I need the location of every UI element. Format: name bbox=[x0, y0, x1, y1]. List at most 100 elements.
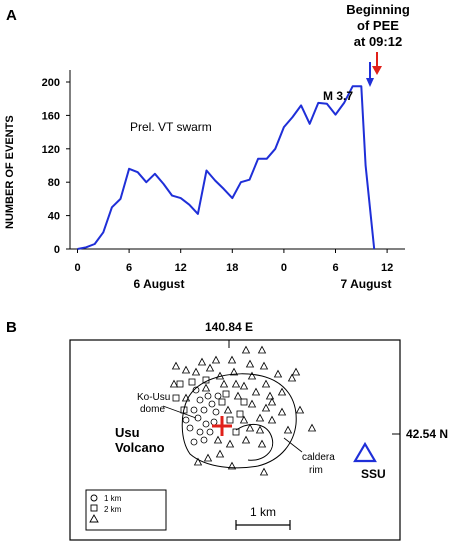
event-triangle-marker bbox=[171, 361, 181, 370]
event-triangle-marker bbox=[215, 371, 225, 380]
pee-label-line-1: Beginning bbox=[346, 2, 410, 17]
event-square-marker bbox=[236, 410, 244, 418]
event-triangle-marker bbox=[227, 355, 237, 364]
event-triangle-marker bbox=[241, 435, 251, 444]
pee-label-line-3: at 09:12 bbox=[354, 34, 402, 49]
event-circle-marker bbox=[208, 400, 216, 408]
event-triangle-marker bbox=[295, 405, 305, 414]
event-circle-marker bbox=[204, 392, 212, 400]
y-tick-label: 80 bbox=[48, 177, 60, 189]
event-triangle-marker bbox=[241, 345, 251, 354]
x-tick-label: 6 bbox=[126, 262, 132, 274]
event-triangle-marker bbox=[259, 361, 269, 370]
event-circle-marker bbox=[186, 424, 194, 432]
y-axis-label: NUMBER OF EVENTS bbox=[4, 115, 16, 229]
event-triangle-marker bbox=[251, 387, 261, 396]
event-triangle-marker bbox=[247, 399, 257, 408]
volcano-label-line-2: Volcano bbox=[115, 440, 165, 455]
event-square-marker bbox=[188, 378, 196, 386]
red-cross-icon bbox=[212, 416, 232, 436]
latitude-label: 42.54 N bbox=[406, 427, 448, 441]
x-group-label-6-august: 6 August bbox=[134, 277, 185, 291]
y-tick-label: 120 bbox=[42, 144, 60, 156]
ssu-label: SSU bbox=[361, 467, 386, 481]
legend: 1 km 2 km bbox=[85, 489, 167, 531]
event-triangle-marker bbox=[261, 403, 271, 412]
event-triangle-marker bbox=[233, 391, 243, 400]
event-triangle-marker bbox=[267, 397, 277, 406]
scale-bar bbox=[235, 520, 291, 530]
event-triangle-marker bbox=[277, 407, 287, 416]
magnitude-label: M 3.7 bbox=[323, 89, 353, 103]
panel-a-label: A bbox=[6, 7, 17, 24]
event-triangle-marker bbox=[265, 391, 275, 400]
event-circle-marker bbox=[212, 408, 220, 416]
blue-arrow-icon bbox=[366, 62, 374, 87]
event-triangle-marker bbox=[267, 415, 277, 424]
event-triangle-marker bbox=[205, 363, 215, 372]
square-symbol-icon bbox=[90, 504, 98, 512]
event-triangle-marker bbox=[277, 387, 287, 396]
y-tick-label: 40 bbox=[48, 211, 60, 223]
kousu-label-line-2: dome bbox=[140, 404, 165, 415]
event-circle-marker bbox=[214, 392, 222, 400]
event-triangle-marker bbox=[203, 453, 213, 462]
x-tick-label: 6 bbox=[332, 262, 338, 274]
event-triangle-marker bbox=[169, 379, 179, 388]
event-square-marker bbox=[218, 398, 226, 406]
event-square-marker bbox=[226, 416, 234, 424]
event-triangle-marker bbox=[239, 381, 249, 390]
event-square-marker bbox=[202, 376, 210, 384]
event-triangle-marker bbox=[201, 383, 211, 392]
caldera-pointer bbox=[283, 437, 303, 453]
event-circle-marker bbox=[196, 396, 204, 404]
event-triangle-marker bbox=[219, 379, 229, 388]
event-triangle-marker bbox=[231, 379, 241, 388]
event-triangle-marker bbox=[291, 367, 301, 376]
epicenter-markers bbox=[169, 345, 317, 476]
event-triangle-marker bbox=[245, 359, 255, 368]
triangle-symbol-icon bbox=[89, 514, 99, 523]
inner-crater-outline bbox=[235, 423, 274, 461]
event-square-marker bbox=[232, 428, 240, 436]
red-arrow-icon bbox=[372, 52, 382, 75]
event-triangle-marker bbox=[211, 355, 221, 364]
event-circle-marker bbox=[202, 420, 210, 428]
event-triangle-marker bbox=[255, 425, 265, 434]
event-triangle-marker bbox=[283, 425, 293, 434]
x-ticks: 0 6 12 18 0 6 12 bbox=[74, 249, 393, 274]
event-triangle-marker bbox=[223, 405, 233, 414]
pee-label-line-2: of PEE bbox=[357, 18, 399, 33]
event-triangle-marker bbox=[197, 357, 207, 366]
x-tick-label: 12 bbox=[175, 262, 187, 274]
x-group-label-7-august: 7 August bbox=[341, 277, 392, 291]
legend-item-2km: 2 km bbox=[104, 505, 122, 514]
event-triangle-marker bbox=[245, 423, 255, 432]
y-tick-label: 0 bbox=[54, 244, 60, 256]
panel-b-label: B bbox=[6, 319, 17, 336]
caldera-outline bbox=[181, 373, 297, 469]
y-tick-label: 160 bbox=[42, 110, 60, 122]
event-square-marker bbox=[180, 406, 188, 414]
volcano-label-line-1: Usu bbox=[115, 425, 140, 440]
x-tick-label: 0 bbox=[74, 262, 80, 274]
event-triangle-marker bbox=[239, 415, 249, 424]
event-triangle-marker bbox=[229, 367, 239, 376]
event-circle-marker bbox=[190, 406, 198, 414]
map-frame bbox=[69, 339, 401, 541]
x-tick-label: 18 bbox=[226, 262, 238, 274]
event-triangle-marker bbox=[273, 369, 283, 378]
event-triangle-marker bbox=[191, 367, 201, 376]
event-triangle-marker bbox=[255, 413, 265, 422]
caldera-label-line-1: caldera bbox=[302, 452, 335, 463]
event-square-marker bbox=[240, 398, 248, 406]
event-triangle-marker bbox=[261, 379, 271, 388]
circle-symbol-icon bbox=[90, 494, 98, 502]
event-triangle-marker bbox=[225, 439, 235, 448]
event-circle-marker bbox=[192, 386, 200, 394]
event-circle-marker bbox=[190, 438, 198, 446]
event-triangle-marker bbox=[257, 345, 267, 354]
event-triangle-marker bbox=[259, 467, 269, 476]
event-triangle-marker bbox=[193, 457, 203, 466]
